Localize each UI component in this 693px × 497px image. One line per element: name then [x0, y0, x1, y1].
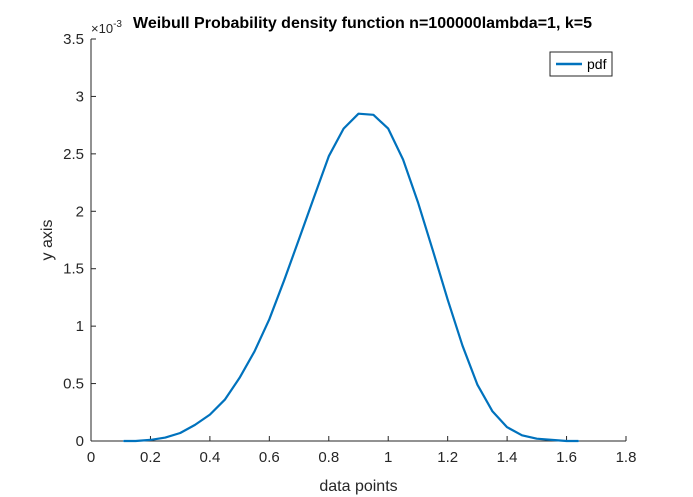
series-line-pdf — [123, 112, 579, 443]
data-point — [164, 436, 167, 439]
x-tick-label: 0 — [87, 449, 95, 466]
data-point — [476, 383, 479, 386]
data-point — [238, 377, 241, 379]
data-point — [357, 112, 360, 115]
y-tick-label: 3 — [76, 88, 84, 105]
plot-area — [91, 39, 626, 441]
data-point — [550, 439, 553, 441]
data-point — [122, 440, 125, 442]
data-point — [506, 426, 508, 429]
y-tick-label: 1.5 — [63, 261, 84, 278]
data-point — [565, 440, 568, 442]
data-point — [342, 127, 345, 130]
data-point — [417, 201, 419, 203]
legend[interactable]: pdf — [549, 51, 613, 77]
data-point — [253, 350, 256, 353]
data-point — [372, 114, 375, 116]
axes: 0 0.2 0.4 0.6 0.8 1 1.2 1.4 1.6 1.8 0 0.5 1 1.5 2 2.5 3… — [63, 31, 636, 466]
x-tick-label: 0.4 — [199, 449, 220, 466]
y-ticks: 0 0.5 1 1.5 2 2.5 3 3.5 — [63, 31, 96, 450]
x-tick-label: 1 — [384, 449, 392, 466]
data-point — [327, 155, 330, 157]
x-tick-label: 0.8 — [318, 449, 339, 466]
data-point — [268, 318, 271, 321]
data-point — [536, 437, 538, 440]
data-point — [209, 413, 211, 416]
chart-title: Weibull Probability density function n=1… — [133, 15, 592, 32]
data-point — [313, 196, 315, 199]
data-point — [298, 238, 300, 240]
legend-label-pdf: pdf — [587, 56, 607, 72]
data-point — [432, 249, 434, 252]
data-point — [223, 398, 226, 401]
x-tick-label: 1.4 — [497, 449, 518, 466]
data-point — [491, 410, 494, 412]
series-group — [122, 112, 580, 443]
data-point — [179, 432, 181, 434]
y-tick-label: 0 — [76, 433, 84, 450]
x-tick-label: 1.6 — [556, 449, 577, 466]
y-tick-label: 0.5 — [63, 376, 84, 393]
data-point — [461, 344, 464, 347]
x-tick-label: 0.2 — [140, 449, 161, 466]
y-exponent-base: ×10 — [91, 21, 113, 36]
data-point — [446, 298, 449, 301]
data-point — [521, 434, 523, 437]
data-point — [402, 158, 404, 161]
x-tick-label: 1.8 — [616, 449, 637, 466]
y-tick-label: 1 — [76, 318, 84, 335]
x-tick-label: 1.2 — [437, 449, 458, 466]
y-exponent-power: -3 — [113, 19, 122, 30]
data-point — [387, 127, 390, 130]
data-point — [134, 440, 137, 442]
data-point — [149, 439, 152, 441]
y-exponent-label: ×10-3 — [91, 19, 122, 36]
x-ticks: 0 0.2 0.4 0.6 0.8 1 1.2 1.4 1.6 1.8 — [87, 436, 637, 466]
x-axis-label: data points — [319, 478, 397, 495]
x-tick-label: 0.6 — [259, 449, 280, 466]
y-axis-label: y axis — [39, 220, 56, 261]
data-point — [577, 440, 580, 442]
y-tick-label: 2.5 — [63, 146, 84, 163]
data-point — [283, 279, 285, 282]
y-tick-label: 2 — [76, 203, 84, 220]
data-point — [194, 424, 196, 426]
y-tick-label: 3.5 — [63, 31, 84, 48]
